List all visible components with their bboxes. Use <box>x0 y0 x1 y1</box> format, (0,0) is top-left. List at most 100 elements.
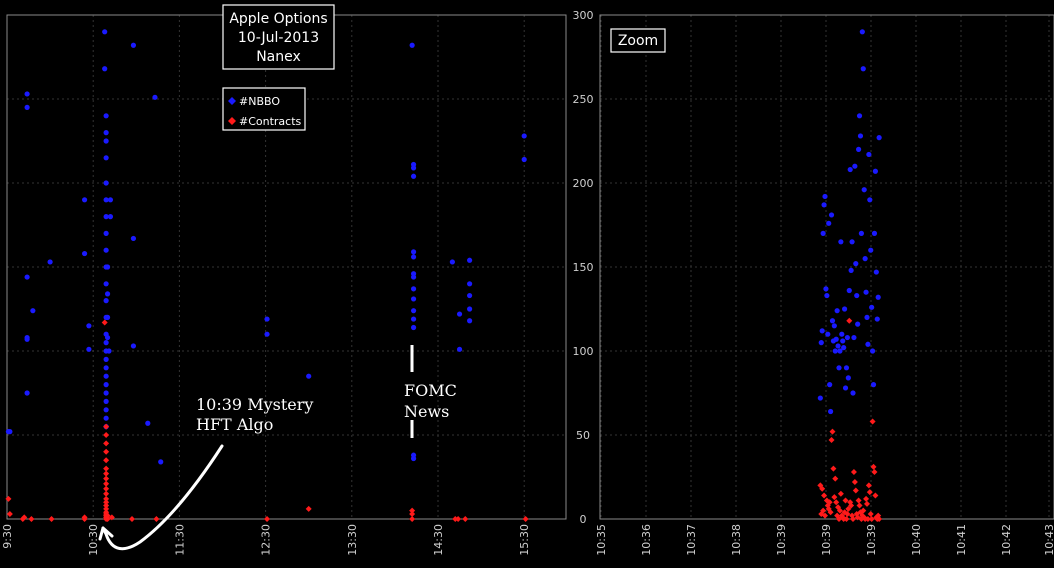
main-nbbo-point <box>103 197 109 203</box>
main-nbbo-point <box>104 314 111 320</box>
zoom-label-text: Zoom <box>618 33 658 49</box>
main-nbbo-point <box>410 173 417 179</box>
main-nbbo-point <box>103 373 109 379</box>
main-contracts-point <box>103 423 110 430</box>
main-nbbo-point <box>456 346 463 352</box>
main-contracts-point <box>48 516 55 522</box>
main-nbbo-point <box>81 197 88 203</box>
zoom-nbbo-point <box>850 390 856 396</box>
zoom-nbbo-point <box>854 292 860 299</box>
zoom-contracts-point <box>869 418 876 425</box>
legend-nbbo-marker <box>228 97 236 105</box>
main-nbbo-point <box>410 316 417 322</box>
main-nbbo-point <box>104 291 111 297</box>
main-nbbo-point <box>103 214 109 220</box>
main-nbbo-point <box>130 42 137 48</box>
zoom-contracts-point <box>864 500 870 507</box>
main-nbbo-point <box>106 348 112 354</box>
title-line-2: 10-Jul-2013 <box>238 30 319 46</box>
zoom-nbbo-point <box>869 304 875 310</box>
zoom-x-tick-label: 10:42 <box>1000 524 1013 556</box>
zoom-nbbo-point <box>829 318 836 324</box>
zoom-nbbo-point <box>834 308 840 314</box>
main-nbbo-point <box>24 104 30 110</box>
zoom-nbbo-point <box>838 239 844 245</box>
zoom-x-tick-label: 10:36 <box>640 524 653 556</box>
zoom-nbbo-point <box>864 314 870 320</box>
zoom-contracts-point <box>850 468 857 475</box>
zoom-contracts-point <box>876 516 883 522</box>
zoom-nbbo-point <box>828 408 834 415</box>
main-nbbo-point <box>103 356 109 362</box>
main-nbbo-point <box>81 250 88 257</box>
zoom-nbbo-point <box>842 306 848 312</box>
main-nbbo-point <box>521 133 527 139</box>
main-contracts-point <box>409 516 416 522</box>
zoom-nbbo-point <box>866 151 872 158</box>
zoom-nbbo-point <box>832 348 838 354</box>
main-contracts-point <box>409 510 416 517</box>
zoom-nbbo-point <box>874 316 880 322</box>
zoom-contracts-point <box>868 516 875 522</box>
main-contracts-point <box>409 507 416 514</box>
zoom-x-tick-label: 10:39 <box>820 524 833 556</box>
main-nbbo-point <box>103 298 109 304</box>
zoom-contracts-point <box>826 499 833 506</box>
main-nbbo-point <box>410 274 417 280</box>
y-tick-label: 250 <box>573 93 594 106</box>
zoom-nbbo-point <box>843 365 850 371</box>
zoom-contracts-point <box>846 317 853 324</box>
zoom-nbbo-point <box>817 395 823 401</box>
main-nbbo-point <box>103 390 109 396</box>
zoom-contracts-point <box>829 428 836 435</box>
x-tick-label: 12:30 <box>260 524 273 556</box>
y-tick-label: 150 <box>573 261 594 274</box>
main-nbbo-point <box>409 42 415 48</box>
zoom-nbbo-point <box>846 287 852 294</box>
zoom-contracts-point <box>833 499 840 506</box>
main-contracts-point <box>153 516 160 522</box>
main-nbbo-point <box>449 259 455 265</box>
zoom-nbbo-point <box>837 348 843 354</box>
main-nbbo-point <box>410 286 417 292</box>
zoom-nbbo-point <box>827 382 833 388</box>
zoom-contracts-point <box>832 475 839 482</box>
main-contracts-point <box>103 495 110 502</box>
main-nbbo-point <box>410 254 417 260</box>
x-tick-label: 14:30 <box>432 524 445 556</box>
zoom-nbbo-point <box>849 239 855 245</box>
zoom-nbbo-point <box>833 336 839 342</box>
zoom-nbbo-point <box>844 334 851 341</box>
zoom-nbbo-point <box>870 348 876 354</box>
main-contracts-point <box>103 470 110 477</box>
zoom-nbbo-point <box>841 345 847 351</box>
zoom-nbbo-point <box>856 113 863 119</box>
main-nbbo-point <box>103 230 109 236</box>
main-nbbo-point <box>103 155 109 161</box>
zoom-nbbo-point <box>863 289 869 295</box>
zoom-nbbo-point <box>840 338 846 344</box>
zoom-x-tick-label: 10:35 <box>595 524 608 556</box>
main-nbbo-point <box>104 334 111 341</box>
main-nbbo-point <box>107 214 114 220</box>
main-nbbo-point <box>264 331 270 337</box>
zoom-contracts-point <box>827 509 834 516</box>
zoom-x-tick-label: 10:38 <box>730 524 743 556</box>
main-contracts-point <box>103 440 110 447</box>
zoom-contracts-point <box>844 510 851 517</box>
zoom-contracts-point <box>830 465 837 472</box>
main-nbbo-point <box>467 257 473 263</box>
zoom-nbbo-point <box>836 365 842 371</box>
zoom-nbbo-point <box>828 212 835 218</box>
legend-contracts-label: #Contracts <box>239 115 302 128</box>
zoom-nbbo-point <box>819 328 825 334</box>
zoom-nbbo-point <box>862 256 868 262</box>
main-contracts-point <box>6 510 13 517</box>
main-nbbo-point <box>158 459 164 465</box>
main-nbbo-point <box>102 66 108 72</box>
main-nbbo-point <box>467 318 473 324</box>
main-nbbo-point <box>410 308 417 314</box>
legend-frame <box>222 87 306 131</box>
x-tick-label: 10:30 <box>87 524 100 556</box>
